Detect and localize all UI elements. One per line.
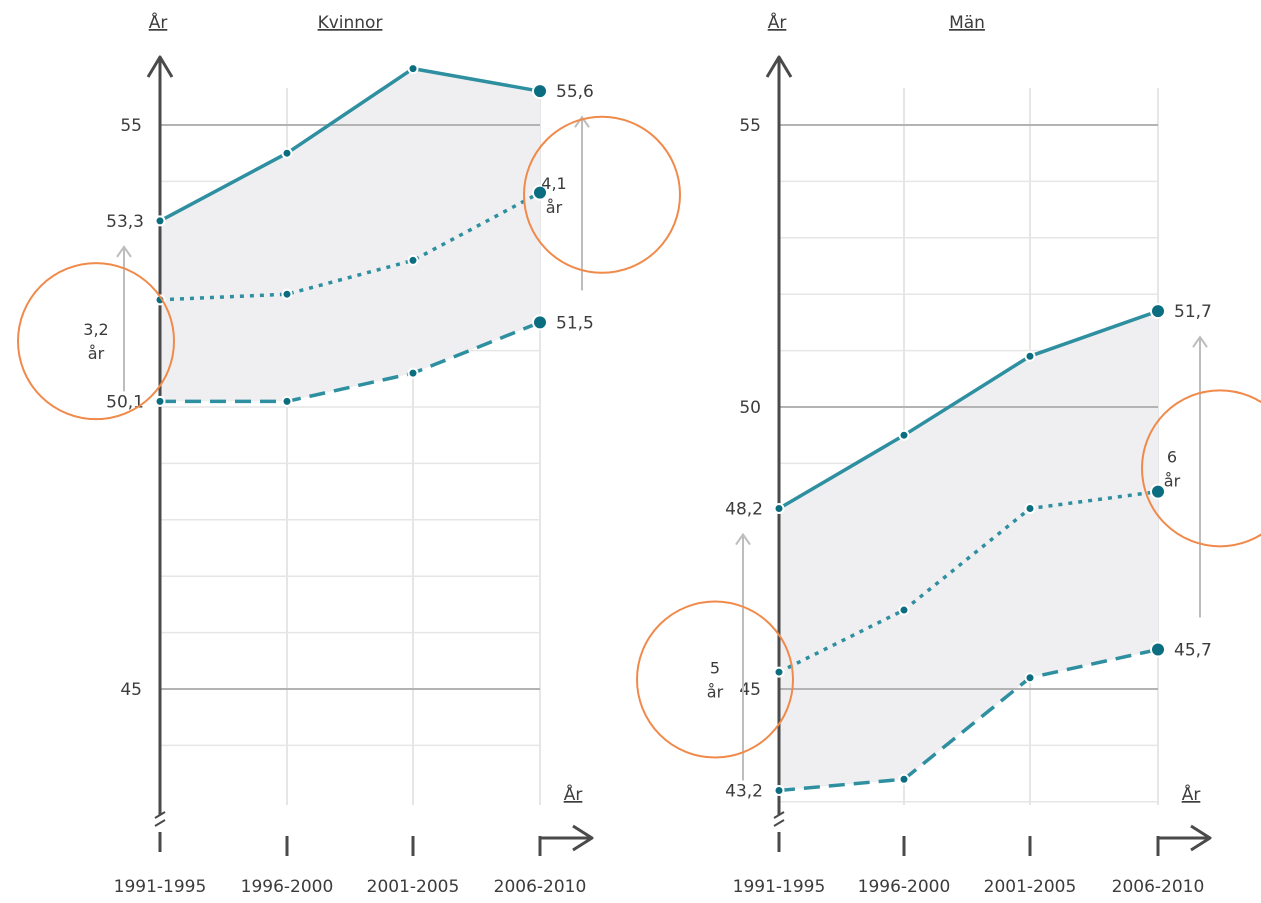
series-point [407, 367, 419, 379]
gap-highlight-circle [636, 600, 794, 759]
series-point [407, 254, 419, 266]
end-value-label: 51,7 [1174, 302, 1212, 322]
x-axis-arrowhead [1190, 824, 1212, 852]
series-point [1150, 641, 1166, 658]
x-tick-label: 2001-2005 [984, 877, 1077, 897]
start-value-label: 48,2 [725, 500, 763, 520]
series-point [1024, 672, 1036, 684]
x-axis-arrow-line [538, 836, 590, 854]
y-tick-label: 55 [120, 116, 142, 136]
gap-highlight-circle [1141, 389, 1261, 548]
series-point [773, 503, 785, 515]
y-axis-title: År [149, 11, 168, 33]
gap-value: 3,2 [83, 320, 108, 339]
end-value-label: 51,5 [556, 313, 594, 333]
y-tick-label: 55 [739, 116, 761, 136]
gap-arrowhead [735, 532, 751, 546]
gap-highlight-circle [523, 115, 681, 274]
x-axis-title: År [1182, 783, 1201, 805]
range-band [779, 311, 1158, 791]
series-line-dashed [778, 647, 1159, 793]
series-line-solid [158, 66, 542, 223]
series-point [773, 666, 785, 678]
y-tick-label: 45 [739, 680, 761, 700]
axis-break-mark [773, 811, 785, 827]
gap-unit: år [707, 683, 724, 702]
series-point [532, 83, 548, 100]
y-axis-arrowhead [765, 55, 793, 78]
y-tick-label: 45 [120, 680, 142, 700]
series-point [898, 429, 910, 441]
series-point [532, 314, 548, 331]
x-tick-label: 1991-1995 [733, 877, 826, 897]
y-tick-label: 50 [739, 398, 761, 418]
axis-break-mark [154, 811, 166, 827]
series-point [281, 288, 293, 300]
x-tick-label: 2006-2010 [1112, 877, 1205, 897]
series-point [532, 184, 548, 201]
x-tick-label: 2006-2010 [494, 877, 587, 897]
series-point [407, 63, 419, 75]
y-axis-title: År [768, 11, 787, 33]
gap-value: 6 [1167, 447, 1177, 466]
start-value-label: 50,1 [106, 392, 144, 412]
x-axis-title: År [564, 783, 583, 805]
series-point [898, 604, 910, 616]
series-point [1150, 303, 1166, 320]
series-point [154, 215, 166, 227]
chart-panel-0: 55 45 1991-1995 1996-2000 2001-2005 2006-2010… [17, 11, 681, 897]
gap-value: 5 [710, 659, 720, 678]
series-point [281, 147, 293, 159]
chart-panel-1: 55 50 45 1991-1995 1996-2000 2001-2005 2006-20… [636, 11, 1261, 897]
gap-unit: år [546, 198, 563, 217]
chart-title: Män [949, 13, 985, 33]
x-axis-arrow-line [1156, 836, 1208, 854]
end-value-label: 55,6 [556, 82, 594, 102]
series-point [898, 773, 910, 785]
gap-highlight-circle [17, 262, 175, 421]
series-line-dashed [160, 320, 541, 404]
series-point [154, 395, 166, 407]
x-tick-label: 1996-2000 [241, 877, 334, 897]
y-axis-arrowhead [146, 55, 174, 78]
gap-value: 4,1 [541, 174, 566, 193]
gap-unit: år [1164, 471, 1181, 490]
start-value-label: 53,3 [106, 212, 144, 232]
x-tick-label: 2001-2005 [367, 877, 460, 897]
x-axis-arrowhead [572, 824, 594, 852]
range-band [160, 68, 540, 402]
x-tick-label: 1991-1995 [114, 877, 207, 897]
gap-arrowhead [574, 115, 590, 128]
gap-arrowhead [1192, 335, 1208, 348]
series-point [1024, 350, 1036, 362]
start-value-label: 43,2 [725, 782, 763, 802]
x-tick-label: 1996-2000 [858, 877, 951, 897]
gap-unit: år [88, 344, 105, 363]
series-line-solid [777, 309, 1160, 511]
series-line-dotted [159, 191, 541, 302]
series-point [1024, 503, 1036, 515]
series-point [1150, 483, 1166, 500]
chart-title: Kvinnor [318, 13, 383, 33]
series-line-dotted [778, 489, 1159, 674]
series-point [281, 395, 293, 407]
gap-arrowhead [116, 245, 132, 258]
end-value-label: 45,7 [1174, 641, 1212, 661]
series-point [773, 785, 785, 797]
